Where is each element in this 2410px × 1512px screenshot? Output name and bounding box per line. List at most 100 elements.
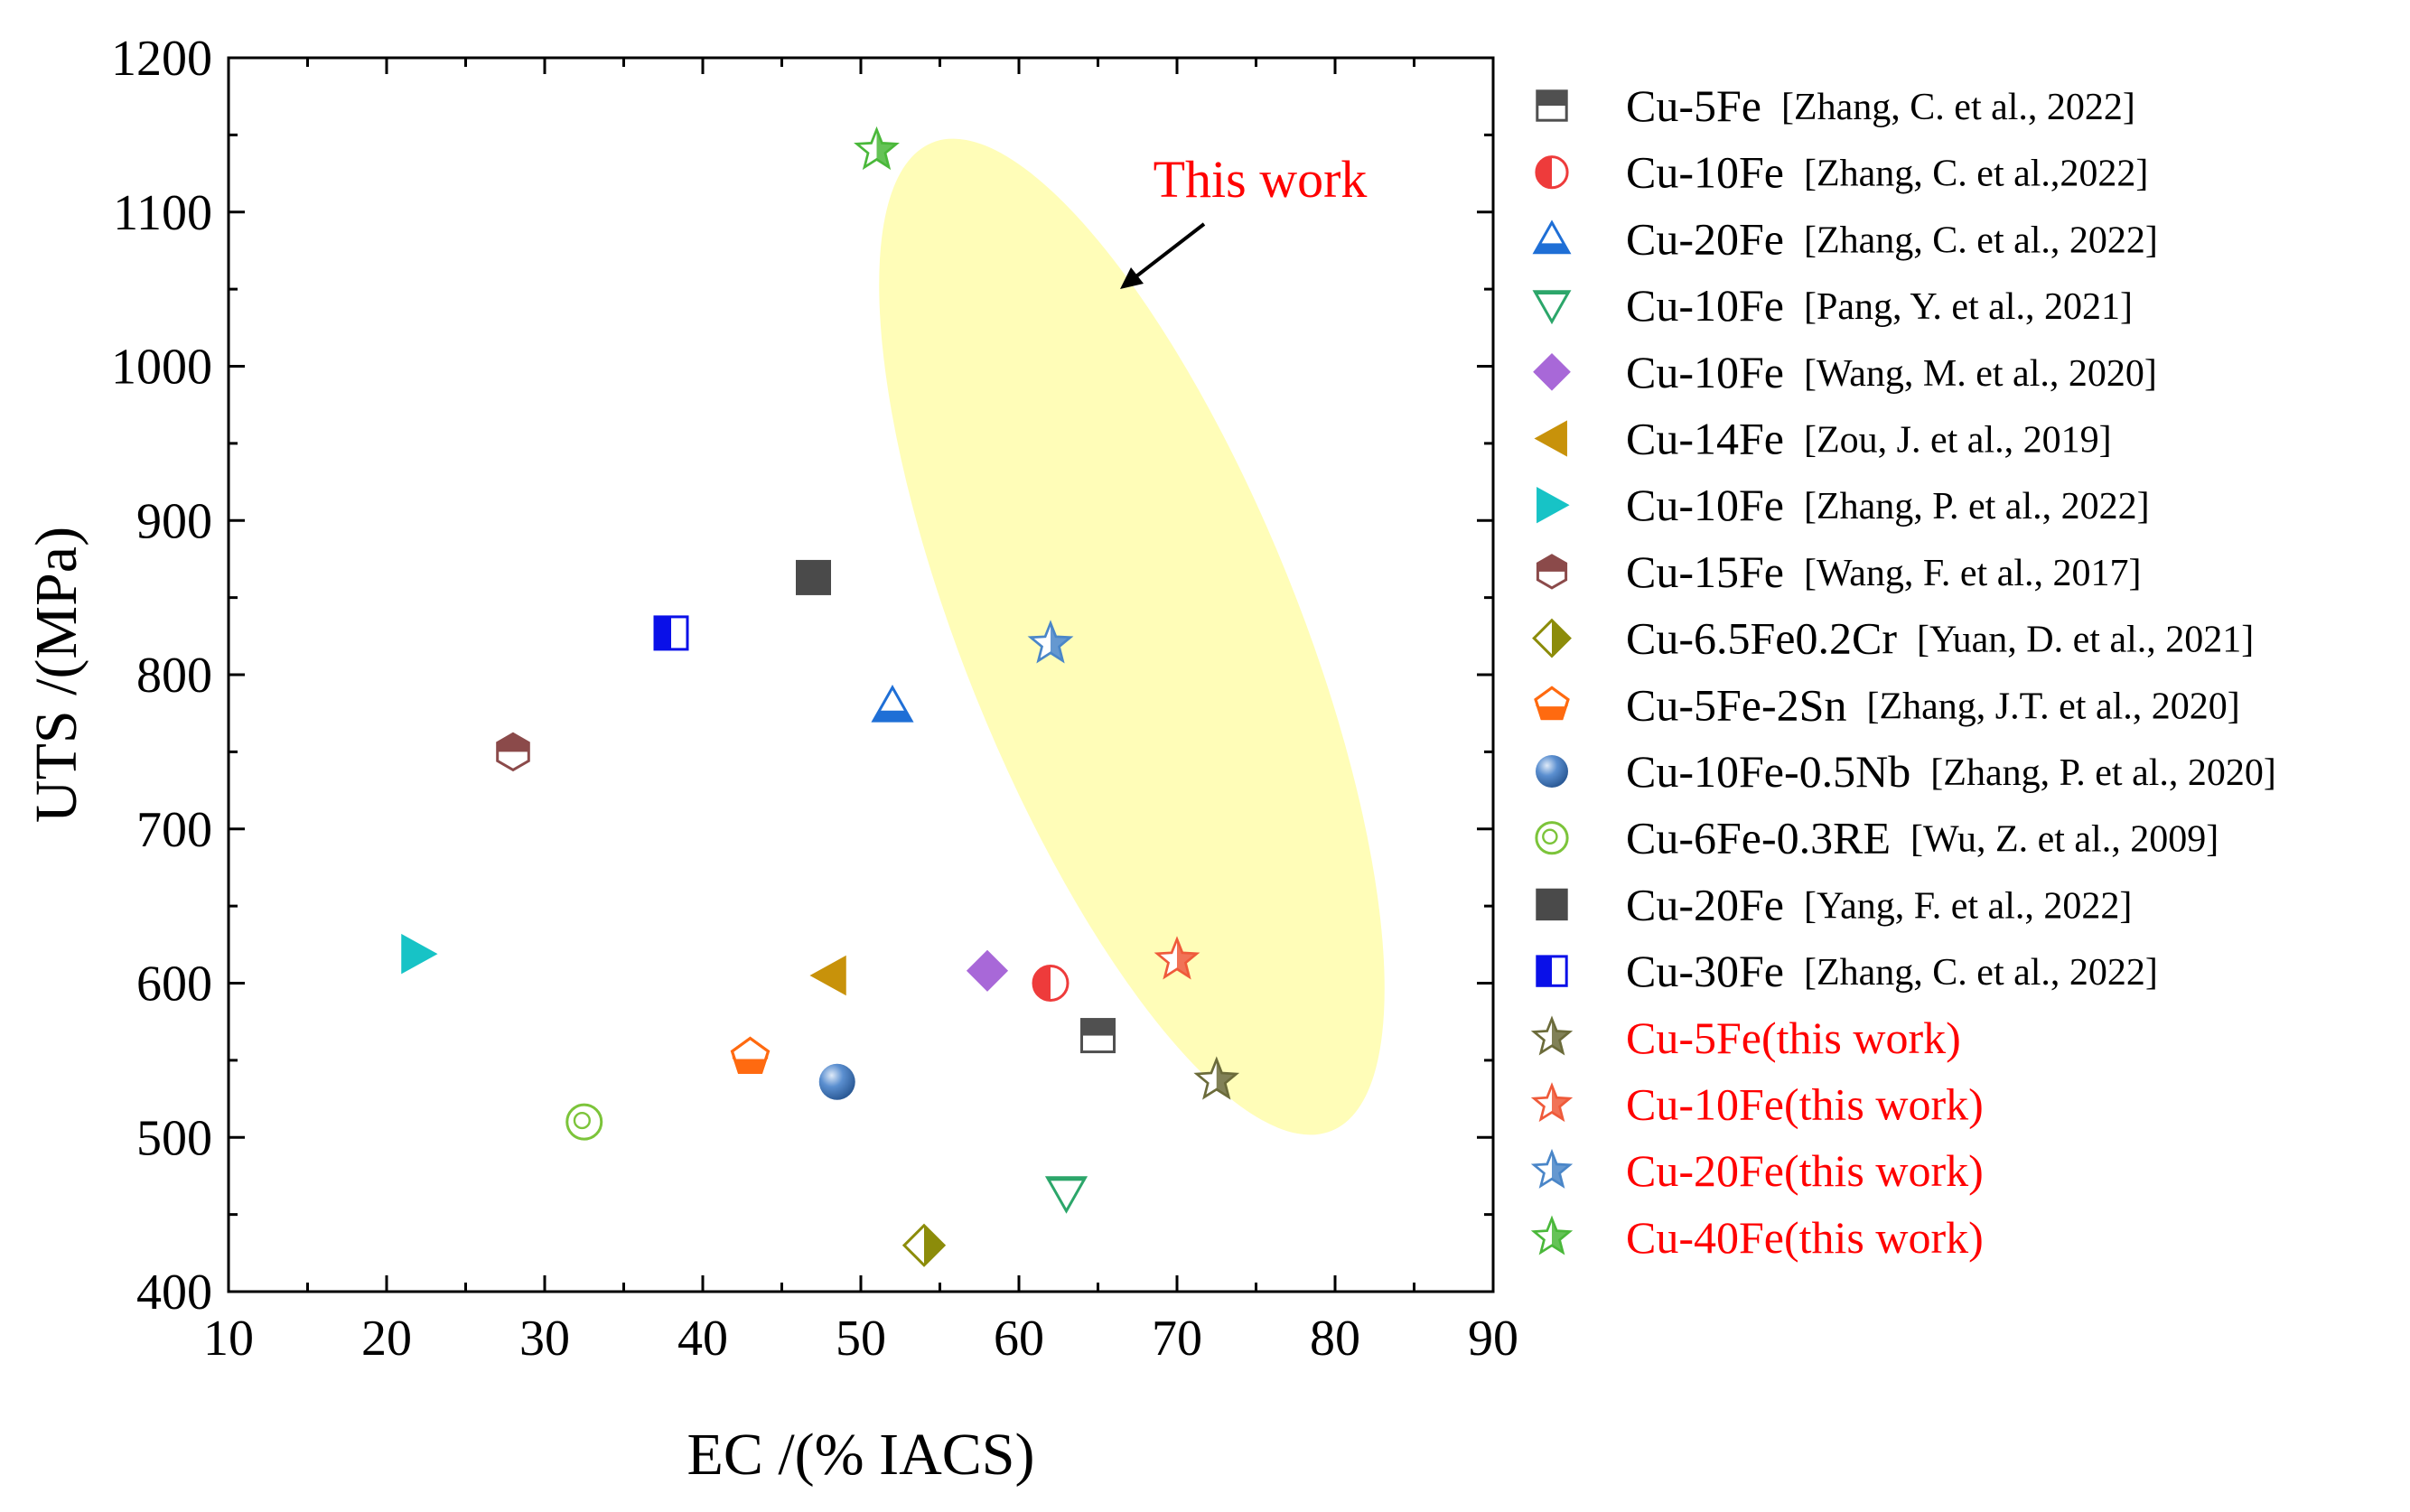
point-cu-20fe-12 bbox=[796, 559, 831, 595]
legend-ref-3: [Pang, Y. et al., 2021] bbox=[1804, 286, 2133, 328]
legend-ref-2: [Zhang, C. et al., 2022] bbox=[1804, 219, 2158, 261]
annotation: This work bbox=[1120, 150, 1367, 289]
legend-item-0: Cu-5Fe [Zhang, C. et al., 2022] bbox=[1536, 80, 2135, 131]
legend-item-8: Cu-6.5Fe0.2Cr [Yuan, D. et al., 2021] bbox=[1532, 613, 2254, 664]
legend-marker-16 bbox=[1530, 1148, 1574, 1189]
legend-marker-9 bbox=[1534, 686, 1570, 721]
legend-name-2: Cu-20Fe bbox=[1626, 213, 1784, 264]
legend-ref-9: [Zhang, J.T. et al., 2020] bbox=[1867, 686, 2240, 727]
y-tick-label-400: 400 bbox=[136, 1265, 212, 1321]
legend-name-16: Cu-20Fe(this work) bbox=[1626, 1145, 1984, 1196]
x-tick-label-40: 40 bbox=[677, 1311, 728, 1367]
y-tick-label-900: 900 bbox=[136, 493, 212, 549]
point-cu-10fe-3 bbox=[1044, 1176, 1088, 1214]
legend-marker-10 bbox=[1536, 755, 1568, 788]
annotation-arrow-head bbox=[1120, 267, 1144, 289]
legend-ref-1: [Zhang, C. et al.,2022] bbox=[1804, 154, 2148, 195]
point-cu-10fe-4 bbox=[966, 949, 1009, 992]
legend-item-4: Cu-10Fe [Wang, M. et al., 2020] bbox=[1533, 347, 2157, 397]
x-tick-label-90: 90 bbox=[1468, 1311, 1518, 1367]
legend-marker-3 bbox=[1532, 290, 1572, 325]
point-cu-10fe-this-work--15 bbox=[1154, 936, 1200, 980]
highlight-ellipse bbox=[879, 138, 1385, 1135]
point-cu-6fe-0-3re-11 bbox=[565, 1103, 603, 1141]
legend-name-5: Cu-14Fe bbox=[1626, 414, 1784, 464]
y-tick-label-800: 800 bbox=[136, 648, 212, 704]
highlight-layer bbox=[879, 138, 1385, 1135]
legend-ref-4: [Wang, M. et al., 2020] bbox=[1804, 353, 2157, 395]
point-cu-20fe-2 bbox=[871, 685, 914, 723]
legend-marker-8 bbox=[1532, 618, 1572, 658]
legend-marker-12 bbox=[1536, 888, 1568, 921]
legend-marker-2 bbox=[1532, 219, 1572, 255]
legend-name-0: Cu-5Fe bbox=[1626, 80, 1761, 131]
legend-name-7: Cu-15Fe bbox=[1626, 546, 1784, 597]
legend-ref-8: [Yuan, D. et al., 2021] bbox=[1917, 620, 2254, 661]
legend-name-1: Cu-10Fe bbox=[1626, 147, 1784, 198]
legend-ref-0: [Zhang, C. et al., 2022] bbox=[1781, 87, 2135, 128]
x-tick-label-80: 80 bbox=[1310, 1311, 1360, 1367]
legend: Cu-5Fe [Zhang, C. et al., 2022] Cu-10Fe [Zh… bbox=[1530, 80, 2276, 1263]
legend-ref-11: [Wu, Z. et al., 2009] bbox=[1910, 819, 2219, 861]
y-tick-label-1100: 1100 bbox=[113, 185, 212, 241]
legend-ref-13: [Zhang, C. et al., 2022] bbox=[1804, 952, 2158, 994]
legend-ref-5: [Zou, J. et al., 2019] bbox=[1804, 420, 2112, 462]
point-cu-14fe-5 bbox=[809, 955, 846, 996]
legend-marker-17 bbox=[1530, 1215, 1574, 1255]
legend-marker-4 bbox=[1533, 352, 1571, 391]
legend-name-11: Cu-6Fe-0.3RE bbox=[1626, 813, 1891, 863]
x-axis-title: EC /(% IACS) bbox=[687, 1422, 1035, 1488]
legend-name-13: Cu-30Fe bbox=[1626, 946, 1784, 996]
legend-item-16: Cu-20Fe(this work) bbox=[1530, 1145, 1984, 1196]
annotation-arrow-shaft bbox=[1131, 222, 1206, 281]
x-tick-label-70: 70 bbox=[1152, 1311, 1202, 1367]
legend-ref-6: [Zhang, P. et al., 2022] bbox=[1804, 486, 2150, 527]
y-tick-label-1000: 1000 bbox=[111, 340, 212, 396]
x-tick-label-60: 60 bbox=[994, 1311, 1044, 1367]
x-tick-label-20: 20 bbox=[361, 1311, 412, 1367]
legend-name-3: Cu-10Fe bbox=[1626, 280, 1784, 331]
point-cu-10fe-6 bbox=[401, 933, 438, 975]
data-points bbox=[401, 126, 1240, 1267]
y-tick-label-700: 700 bbox=[136, 802, 212, 858]
legend-marker-15 bbox=[1530, 1082, 1574, 1123]
point-cu-40fe-this-work--17 bbox=[854, 126, 900, 171]
annotation-text: This work bbox=[1154, 150, 1368, 209]
legend-marker-13 bbox=[1536, 955, 1568, 987]
legend-marker-7 bbox=[1536, 554, 1568, 590]
legend-name-8: Cu-6.5Fe0.2Cr bbox=[1626, 613, 1897, 664]
point-cu-30fe-13 bbox=[653, 615, 689, 651]
y-axis-title: UTS /(MPa) bbox=[23, 527, 89, 823]
y-tick-label-500: 500 bbox=[136, 1110, 212, 1166]
legend-name-4: Cu-10Fe bbox=[1626, 347, 1784, 397]
x-tick-label-30: 30 bbox=[519, 1311, 570, 1367]
legend-name-14: Cu-5Fe(this work) bbox=[1626, 1013, 1961, 1063]
point-cu-6-5fe0-2cr-8 bbox=[901, 1223, 947, 1267]
legend-name-6: Cu-10Fe bbox=[1626, 480, 1784, 530]
point-cu-15fe-7 bbox=[496, 732, 530, 772]
legend-item-6: Cu-10Fe [Zhang, P. et al., 2022] bbox=[1537, 480, 2150, 530]
legend-name-12: Cu-20Fe bbox=[1626, 879, 1784, 929]
legend-item-15: Cu-10Fe(this work) bbox=[1530, 1079, 1984, 1130]
legend-item-1: Cu-10Fe [Zhang, C. et al.,2022] bbox=[1535, 147, 2148, 198]
point-cu-10fe-1 bbox=[1032, 965, 1070, 1002]
x-tick-label-10: 10 bbox=[203, 1311, 254, 1367]
legend-name-15: Cu-10Fe(this work) bbox=[1626, 1079, 1984, 1130]
legend-ref-10: [Zhang, P. et al., 2020] bbox=[1930, 752, 2276, 794]
legend-item-9: Cu-5Fe-2Sn [Zhang, J.T. et al., 2020] bbox=[1534, 679, 2240, 730]
legend-item-11: Cu-6Fe-0.3RE [Wu, Z. et al., 2009] bbox=[1535, 813, 2219, 863]
legend-marker-6 bbox=[1537, 487, 1570, 524]
legend-item-3: Cu-10Fe [Pang, Y. et al., 2021] bbox=[1532, 280, 2133, 331]
point-cu-5fe-this-work--14 bbox=[1193, 1056, 1240, 1100]
legend-item-17: Cu-40Fe(this work) bbox=[1530, 1212, 1984, 1263]
point-cu-5fe-0 bbox=[1080, 1018, 1116, 1054]
y-tick-label-1200: 1200 bbox=[111, 31, 212, 87]
legend-ref-7: [Wang, F. et al., 2017] bbox=[1804, 553, 2142, 594]
x-tick-label-50: 50 bbox=[836, 1311, 886, 1367]
legend-item-5: Cu-14Fe [Zou, J. et al., 2019] bbox=[1534, 414, 2112, 464]
legend-marker-11 bbox=[1535, 821, 1569, 855]
y-tick-label-600: 600 bbox=[136, 957, 212, 1013]
legend-name-10: Cu-10Fe-0.5Nb bbox=[1626, 746, 1910, 797]
legend-name-17: Cu-40Fe(this work) bbox=[1626, 1212, 1984, 1263]
